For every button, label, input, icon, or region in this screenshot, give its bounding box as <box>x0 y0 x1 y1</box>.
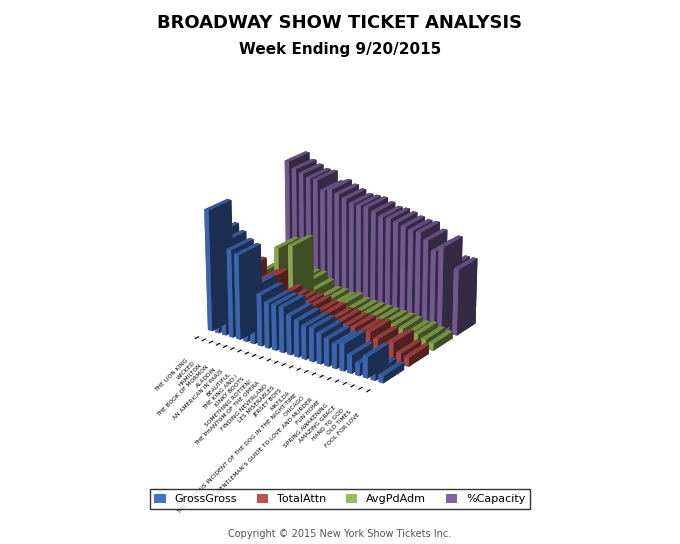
Text: Copyright © 2015 New York Show Tickets Inc.: Copyright © 2015 New York Show Tickets I… <box>228 529 452 539</box>
Text: Week Ending 9/20/2015: Week Ending 9/20/2015 <box>239 42 441 58</box>
Text: BROADWAY SHOW TICKET ANALYSIS: BROADWAY SHOW TICKET ANALYSIS <box>158 14 522 32</box>
Legend: GrossGross, TotalAttn, AvgPdAdm, %Capacity: GrossGross, TotalAttn, AvgPdAdm, %Capaci… <box>150 489 530 509</box>
